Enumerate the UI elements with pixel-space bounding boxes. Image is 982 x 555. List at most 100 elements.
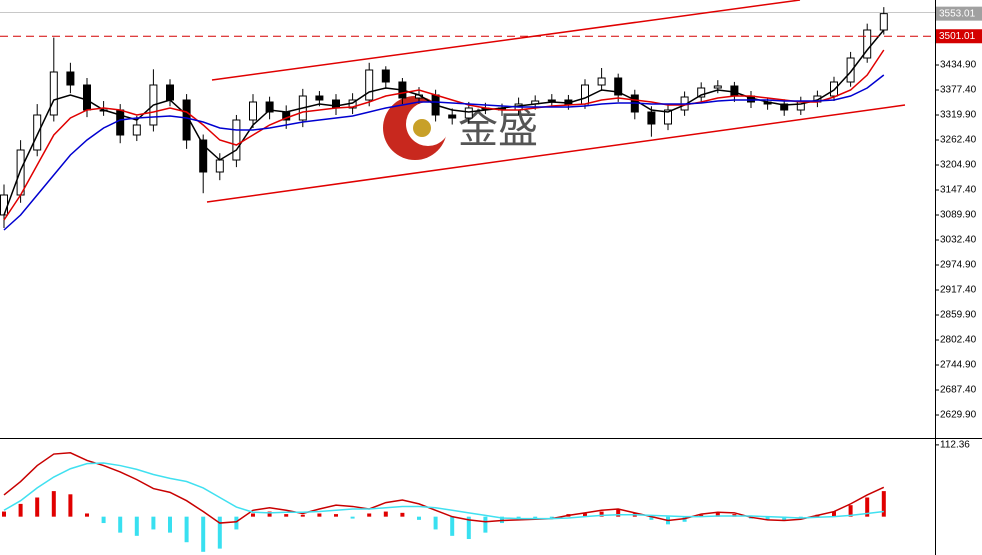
histogram-bar [383, 511, 388, 517]
candle-body [83, 84, 91, 111]
logo-dot [413, 119, 431, 137]
histogram-bar [715, 512, 720, 517]
histogram-bar [168, 516, 172, 533]
histogram-bar [583, 513, 587, 517]
histogram-bar [466, 516, 471, 540]
candle-body [448, 114, 457, 119]
candle-body [581, 84, 589, 105]
y-tick-label: 3434.90 [940, 60, 977, 71]
y-tick-label: 3377.40 [940, 85, 977, 96]
histogram-bar [35, 497, 40, 517]
y-tick-label: 2917.40 [940, 285, 977, 296]
histogram-bar [350, 516, 355, 519]
histogram-bar [649, 516, 654, 520]
candle-body [846, 57, 855, 83]
last-price-box [936, 6, 982, 21]
candle-body [381, 69, 390, 83]
y-tick-label: 3204.90 [940, 160, 977, 171]
histogram-bar [765, 516, 770, 520]
y-tick-label: 3319.90 [940, 110, 977, 121]
histogram-bar [101, 516, 106, 524]
candle-body [66, 71, 75, 86]
y-tick-label: 3032.40 [940, 235, 977, 246]
histogram-bar [151, 516, 156, 530]
candle-body [780, 103, 789, 111]
candle-body [547, 99, 556, 102]
candle-body [863, 29, 872, 59]
histogram-bar [881, 491, 886, 517]
histogram-bar [334, 514, 338, 517]
y-tick-label: 2859.90 [940, 310, 977, 321]
candle-body [879, 13, 888, 31]
candle-body [215, 159, 224, 173]
candle-body [614, 77, 623, 96]
histogram-bar [201, 516, 206, 552]
histogram-bar [367, 513, 372, 517]
histogram-bar [616, 509, 621, 517]
candle-body [49, 71, 58, 116]
histogram-bar [433, 516, 438, 530]
channel-lower [206, 104, 906, 203]
histogram-bar [18, 503, 23, 517]
channel-upper [211, 0, 801, 81]
histogram-bar [68, 494, 73, 517]
candle-body [232, 119, 241, 161]
y-tick-label: 3147.40 [940, 185, 977, 196]
moving-average [3, 29, 885, 216]
histogram-bar [699, 514, 704, 517]
candle-body [597, 77, 606, 86]
candle-body [249, 101, 257, 121]
candle-body [713, 85, 722, 89]
histogram-bar [251, 513, 255, 517]
histogram-bar [300, 514, 305, 517]
histogram-bar [450, 516, 455, 536]
histogram-bar [134, 516, 139, 536]
candle-body [0, 194, 8, 216]
candle-body [199, 139, 208, 173]
histogram-bar [782, 516, 787, 521]
histogram-bar [865, 497, 870, 517]
candle-body [315, 95, 324, 101]
candle-body [365, 69, 374, 101]
histogram-bar [267, 511, 272, 517]
candle-body [332, 99, 340, 109]
moving-average [3, 74, 885, 231]
y-tick-label: 2687.40 [940, 385, 977, 396]
indicator-line [3, 462, 884, 520]
histogram-bar [533, 516, 538, 519]
candle-body [33, 114, 42, 151]
histogram-bar [2, 511, 6, 517]
histogram-bar [599, 511, 604, 517]
y-tick-label: 3262.40 [940, 135, 977, 146]
histogram-bar [217, 516, 222, 549]
histogram-bar [118, 516, 123, 533]
y-tick-label: 2744.90 [940, 360, 977, 371]
candle-body [647, 111, 656, 125]
histogram-bar [417, 516, 421, 520]
histogram-bar [483, 516, 488, 533]
histogram-bar [317, 513, 322, 517]
histogram-bar [549, 516, 554, 518]
histogram-bar [184, 516, 189, 543]
y-tick-label: 3089.90 [940, 210, 977, 221]
histogram-bar [832, 511, 836, 517]
reference-label-box [936, 29, 982, 44]
candle-body [166, 84, 174, 101]
reference-label: 3501.01 [939, 31, 976, 42]
histogram-bar [85, 513, 89, 517]
candle-body [132, 124, 141, 136]
candle-body [664, 109, 672, 125]
candle-body [16, 149, 25, 196]
y-tick-label: 2974.90 [940, 260, 977, 271]
histogram-bar [234, 516, 239, 530]
last-price-label: 3553.01 [939, 8, 976, 19]
candle-body [265, 101, 274, 113]
y-tick-label: 2802.40 [940, 335, 977, 346]
moving-average [3, 49, 885, 221]
histogram-bar [400, 512, 405, 517]
candle-body [697, 87, 706, 98]
y-tick-label: 112.36 [940, 440, 970, 451]
histogram-bar [848, 505, 853, 517]
